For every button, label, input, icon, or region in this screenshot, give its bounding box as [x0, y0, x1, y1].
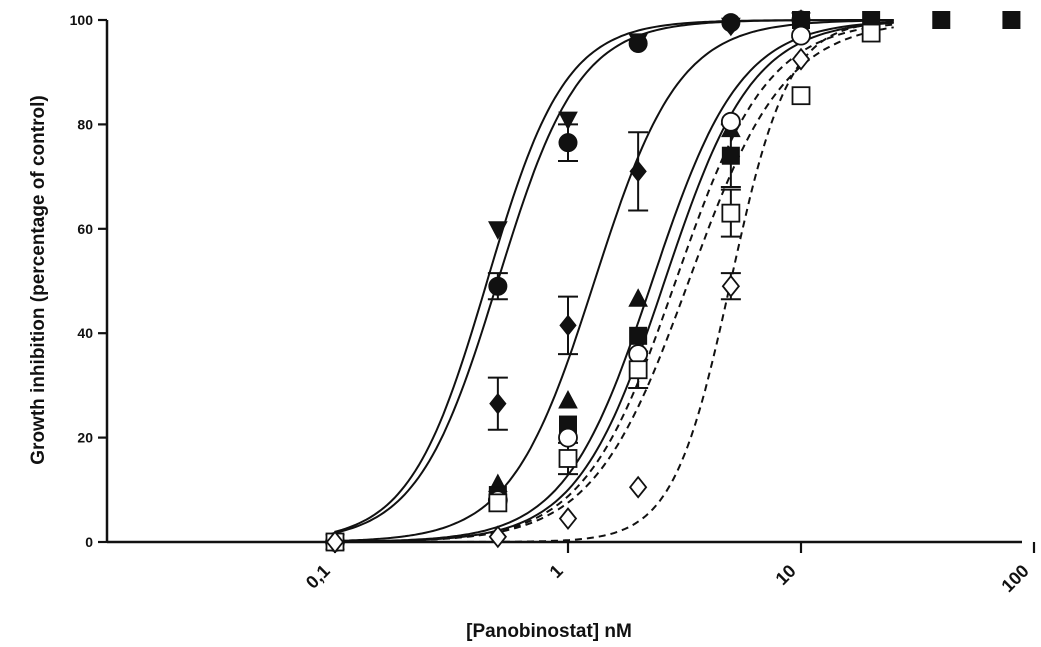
x-axis-label: [Panobinostat] nM	[466, 621, 632, 642]
filled-square-marker	[932, 11, 951, 29]
filled-diamond-marker	[559, 314, 577, 337]
x-tick-label: 100	[997, 561, 1032, 596]
axes	[105, 20, 1022, 544]
filled-triangle-up-marker	[558, 389, 578, 409]
filled-diamond-marker	[489, 392, 507, 415]
y-tick-label: 80	[77, 116, 93, 132]
y-axis-label: Growth inhibition (percentage of control…	[28, 95, 49, 464]
open-square-marker	[558, 449, 578, 468]
filled-square-marker	[629, 326, 648, 345]
data-points	[325, 9, 1021, 554]
y-tick-label: 60	[77, 221, 93, 237]
open-diamond-marker	[721, 274, 741, 298]
y-tick-label: 20	[77, 430, 93, 446]
open-diamond-marker	[791, 47, 811, 71]
filled-square-marker	[721, 146, 740, 165]
filled-diamond-marker	[629, 160, 647, 183]
open-diamond-marker	[325, 530, 345, 554]
open-square-marker	[488, 493, 508, 513]
open-square-marker	[721, 203, 741, 223]
filled-circle-marker	[488, 276, 508, 296]
open-diamond-marker	[488, 525, 508, 549]
y-tick-label: 100	[70, 12, 94, 28]
filled-square-marker	[1002, 11, 1021, 29]
filled-circle-marker	[628, 33, 648, 53]
filled-triangle-up-marker	[628, 288, 648, 307]
x-tick-label: 1	[546, 561, 567, 582]
open-square-marker	[791, 86, 811, 106]
filled-circle-marker	[558, 133, 578, 153]
open-square-marker	[861, 23, 881, 43]
y-tick-label: 0	[85, 534, 93, 550]
y-tick-label: 40	[77, 325, 93, 341]
open-square-marker	[628, 360, 648, 380]
x-tick-label: 0,1	[302, 561, 334, 593]
open-diamond-marker	[558, 507, 578, 530]
open-circle-marker	[720, 111, 741, 132]
filled-triangle-down-marker	[558, 111, 578, 131]
filled-triangle-down-marker	[488, 221, 508, 240]
dashed-fit-curve	[335, 20, 894, 543]
open-circle-marker	[558, 427, 578, 448]
x-tick-label: 10	[772, 561, 800, 589]
open-diamond-marker	[628, 475, 648, 499]
open-circle-marker	[791, 25, 811, 46]
filled-diamond-marker	[722, 14, 740, 37]
